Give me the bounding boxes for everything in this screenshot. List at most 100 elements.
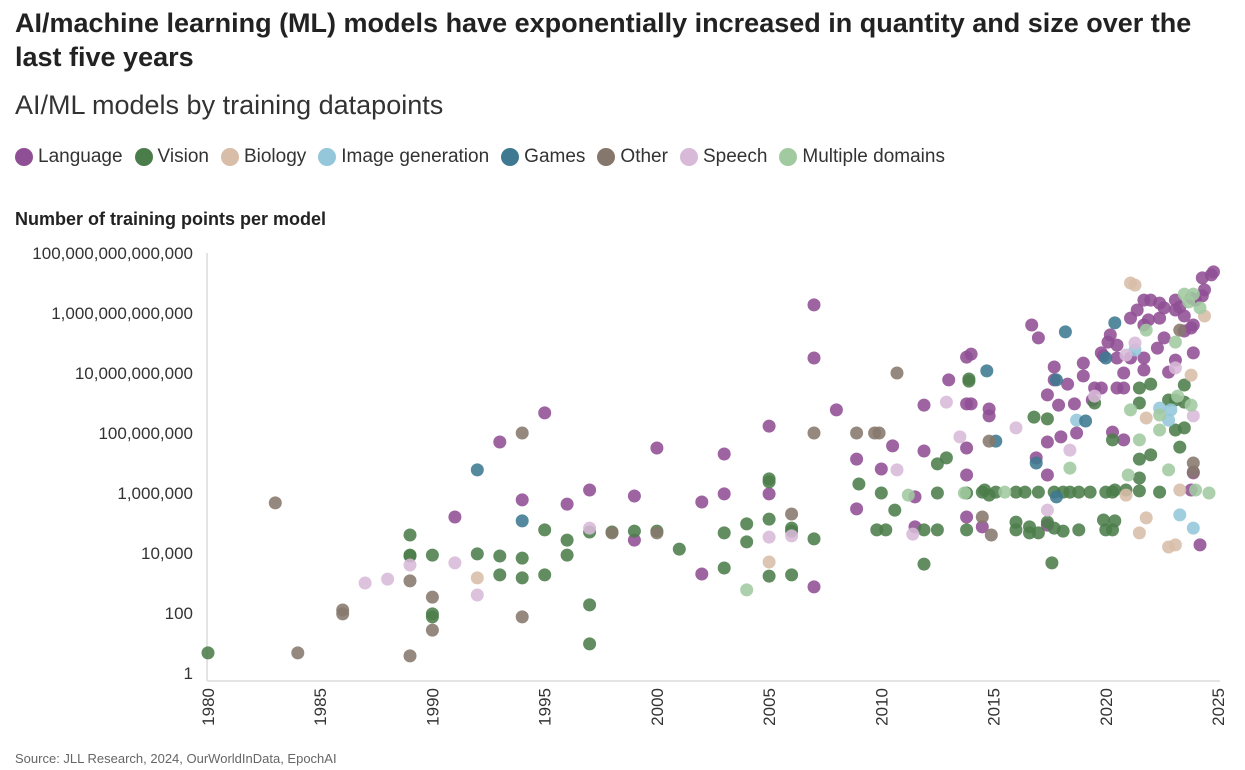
point-games bbox=[1049, 373, 1063, 387]
legend-dot-icon bbox=[679, 148, 698, 166]
x-tick-label: 1995 bbox=[536, 688, 555, 726]
point-other bbox=[650, 526, 664, 540]
point-language bbox=[1061, 377, 1075, 391]
point-language bbox=[448, 510, 462, 524]
point-speech bbox=[762, 530, 776, 544]
point-vision bbox=[515, 551, 529, 565]
point-language bbox=[1117, 366, 1131, 380]
point-games bbox=[1058, 325, 1072, 339]
point-other bbox=[872, 426, 886, 440]
legend-label: Games bbox=[524, 146, 586, 167]
x-tick-label: 2025 bbox=[1209, 688, 1228, 726]
point-language bbox=[917, 398, 931, 412]
point-language bbox=[829, 403, 843, 417]
point-biology bbox=[1119, 488, 1133, 502]
point-multiple-domains bbox=[1184, 398, 1198, 412]
point-other bbox=[515, 610, 529, 624]
legend-item[interactable]: Other bbox=[597, 146, 668, 168]
point-other bbox=[515, 426, 529, 440]
point-speech bbox=[1040, 503, 1054, 517]
point-vision bbox=[583, 598, 597, 612]
legend-item[interactable]: Language bbox=[15, 146, 123, 168]
point-other bbox=[890, 366, 904, 380]
y-axis-title: Number of training points per model bbox=[15, 209, 327, 229]
y-tick-label: 10,000 bbox=[141, 544, 193, 563]
point-vision bbox=[1063, 485, 1077, 499]
point-multiple-domains bbox=[1139, 323, 1153, 337]
point-speech bbox=[953, 430, 967, 444]
x-tick-label: 2005 bbox=[760, 688, 779, 726]
legend-label: Multiple domains bbox=[802, 146, 945, 167]
legend-item[interactable]: Multiple domains bbox=[779, 146, 945, 168]
point-other bbox=[785, 507, 799, 521]
point-speech bbox=[1088, 389, 1102, 403]
point-games bbox=[470, 463, 484, 477]
point-vision bbox=[1153, 485, 1167, 499]
point-language bbox=[717, 447, 731, 461]
point-language bbox=[1067, 397, 1081, 411]
point-vision bbox=[917, 523, 931, 537]
point-language bbox=[964, 347, 978, 361]
chart-subtitle: AI/ML models by training datapoints bbox=[15, 90, 444, 120]
point-vision bbox=[1056, 524, 1070, 538]
point-language bbox=[964, 397, 978, 411]
point-multiple-domains bbox=[1193, 301, 1207, 315]
point-biology bbox=[762, 555, 776, 569]
point-speech bbox=[906, 527, 920, 541]
point-vision bbox=[1108, 514, 1122, 528]
point-vision bbox=[740, 517, 754, 531]
point-vision bbox=[1173, 440, 1187, 454]
point-language bbox=[583, 483, 597, 497]
legend-label: Language bbox=[38, 146, 123, 167]
x-tick-label: 1985 bbox=[311, 688, 330, 726]
legend-item[interactable]: Games bbox=[501, 146, 585, 168]
point-language bbox=[1141, 313, 1155, 327]
point-language bbox=[1040, 435, 1054, 449]
point-vision bbox=[879, 523, 893, 537]
point-vision bbox=[852, 477, 866, 491]
y-tick-label: 100 bbox=[165, 604, 193, 623]
point-other bbox=[336, 607, 350, 621]
point-language bbox=[1117, 381, 1131, 395]
point-other bbox=[425, 623, 439, 637]
point-vision bbox=[560, 548, 574, 562]
point-other bbox=[268, 496, 282, 510]
legend-dot-icon bbox=[779, 148, 798, 166]
point-language bbox=[1150, 341, 1164, 355]
point-other bbox=[605, 526, 619, 540]
point-biology bbox=[1184, 368, 1198, 382]
point-vision bbox=[870, 523, 884, 537]
point-vision bbox=[425, 607, 439, 621]
legend-item[interactable]: Vision bbox=[134, 146, 209, 168]
point-speech bbox=[448, 556, 462, 570]
legend-item[interactable]: Speech bbox=[679, 146, 767, 168]
point-image-generation bbox=[1164, 403, 1178, 417]
point-speech bbox=[403, 558, 417, 572]
point-language bbox=[982, 409, 996, 423]
point-speech bbox=[1063, 443, 1077, 457]
point-language bbox=[717, 487, 731, 501]
point-multiple-domains bbox=[1121, 468, 1135, 482]
point-multiple-domains bbox=[1168, 335, 1182, 349]
point-biology bbox=[1128, 278, 1142, 292]
point-vision bbox=[493, 549, 507, 563]
point-games bbox=[1099, 351, 1113, 365]
point-language bbox=[1157, 301, 1171, 315]
point-vision bbox=[538, 523, 552, 537]
point-multiple-domains bbox=[1186, 287, 1200, 301]
point-language bbox=[1040, 468, 1054, 482]
point-vision bbox=[1132, 452, 1146, 466]
point-language bbox=[1177, 309, 1191, 323]
point-games bbox=[515, 514, 529, 528]
point-vision bbox=[1132, 471, 1146, 485]
legend-item[interactable]: Biology bbox=[220, 146, 306, 168]
chart-title: AI/machine learning (ML) models have exp… bbox=[15, 8, 1192, 72]
point-language bbox=[1137, 351, 1151, 365]
point-vision bbox=[762, 569, 776, 583]
point-language bbox=[1193, 538, 1207, 552]
point-vision bbox=[1009, 515, 1023, 529]
y-tick-label: 10,000,000,000 bbox=[75, 364, 193, 383]
point-language bbox=[917, 444, 931, 458]
legend-item[interactable]: Image generation bbox=[318, 146, 489, 168]
